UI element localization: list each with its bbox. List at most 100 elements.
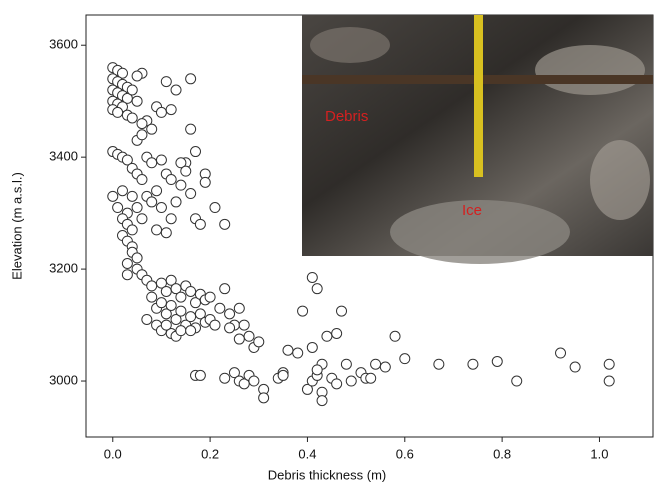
point — [301, 383, 313, 395]
point — [331, 378, 343, 390]
point — [141, 313, 153, 325]
point — [297, 305, 309, 317]
point — [336, 305, 348, 317]
point — [151, 185, 163, 197]
point — [126, 224, 138, 236]
point — [185, 123, 197, 135]
point — [399, 353, 411, 365]
point — [165, 174, 177, 186]
point — [185, 285, 197, 297]
point — [185, 311, 197, 323]
point — [175, 291, 187, 303]
y-tick-label: 3600 — [49, 37, 78, 52]
point — [112, 202, 124, 214]
point — [209, 319, 221, 331]
x-tick-label: 0.2 — [201, 446, 219, 461]
point — [126, 84, 138, 96]
point — [160, 285, 172, 297]
point — [117, 67, 129, 79]
point — [146, 123, 158, 135]
point — [194, 308, 206, 320]
point — [136, 174, 148, 186]
point — [155, 202, 167, 214]
x-axis-label: Debris thickness (m) — [268, 467, 386, 482]
point — [155, 297, 167, 309]
point — [233, 302, 245, 314]
point — [277, 369, 289, 381]
point — [389, 330, 401, 342]
point — [209, 202, 221, 214]
point — [603, 375, 615, 387]
y-tick-label: 3200 — [49, 261, 78, 276]
point — [306, 271, 318, 283]
point — [248, 375, 260, 387]
point — [185, 325, 197, 337]
y-tick-label: 3400 — [49, 149, 78, 164]
point — [224, 322, 236, 334]
point — [253, 336, 265, 348]
point — [603, 358, 615, 370]
point — [511, 375, 523, 387]
y-tick-label: 3000 — [49, 372, 78, 387]
point — [121, 257, 133, 269]
point — [219, 283, 231, 295]
point — [292, 347, 304, 359]
point — [131, 70, 143, 82]
point — [136, 213, 148, 225]
point — [224, 308, 236, 320]
x-tick-label: 1.0 — [590, 446, 608, 461]
point — [121, 269, 133, 281]
point — [190, 146, 202, 158]
y-axis-label: Elevation (m a.s.l.) — [9, 172, 24, 280]
point — [370, 358, 382, 370]
point — [467, 358, 479, 370]
point — [136, 129, 148, 141]
point — [219, 372, 231, 384]
point — [117, 185, 129, 197]
point — [126, 112, 138, 124]
point — [331, 327, 343, 339]
point — [160, 319, 172, 331]
photo-ice — [390, 200, 570, 264]
point — [180, 165, 192, 177]
point — [555, 347, 567, 359]
photo-rock — [310, 27, 390, 63]
point — [165, 104, 177, 116]
point — [491, 355, 503, 367]
point — [175, 157, 187, 169]
photo-rock — [535, 45, 645, 95]
point — [107, 190, 119, 202]
point — [131, 95, 143, 107]
point — [433, 358, 445, 370]
point — [258, 392, 270, 404]
point — [321, 330, 333, 342]
point — [185, 73, 197, 85]
point — [131, 202, 143, 214]
point — [340, 358, 352, 370]
point — [238, 319, 250, 331]
point — [316, 395, 328, 407]
point — [160, 308, 172, 320]
point — [121, 154, 133, 166]
point — [345, 375, 357, 387]
point — [219, 218, 231, 230]
point — [146, 196, 158, 208]
point — [194, 218, 206, 230]
point — [112, 106, 124, 118]
point — [131, 252, 143, 264]
point — [146, 280, 158, 292]
x-tick-label: 0.4 — [298, 446, 316, 461]
x-tick-label: 0.8 — [493, 446, 511, 461]
x-tick-label: 0.0 — [104, 446, 122, 461]
point — [175, 305, 187, 317]
point — [282, 344, 294, 356]
point — [160, 227, 172, 239]
point — [311, 283, 323, 295]
point — [185, 188, 197, 200]
point — [165, 213, 177, 225]
point — [306, 341, 318, 353]
point — [175, 179, 187, 191]
point — [204, 291, 216, 303]
point — [233, 333, 245, 345]
point — [170, 313, 182, 325]
